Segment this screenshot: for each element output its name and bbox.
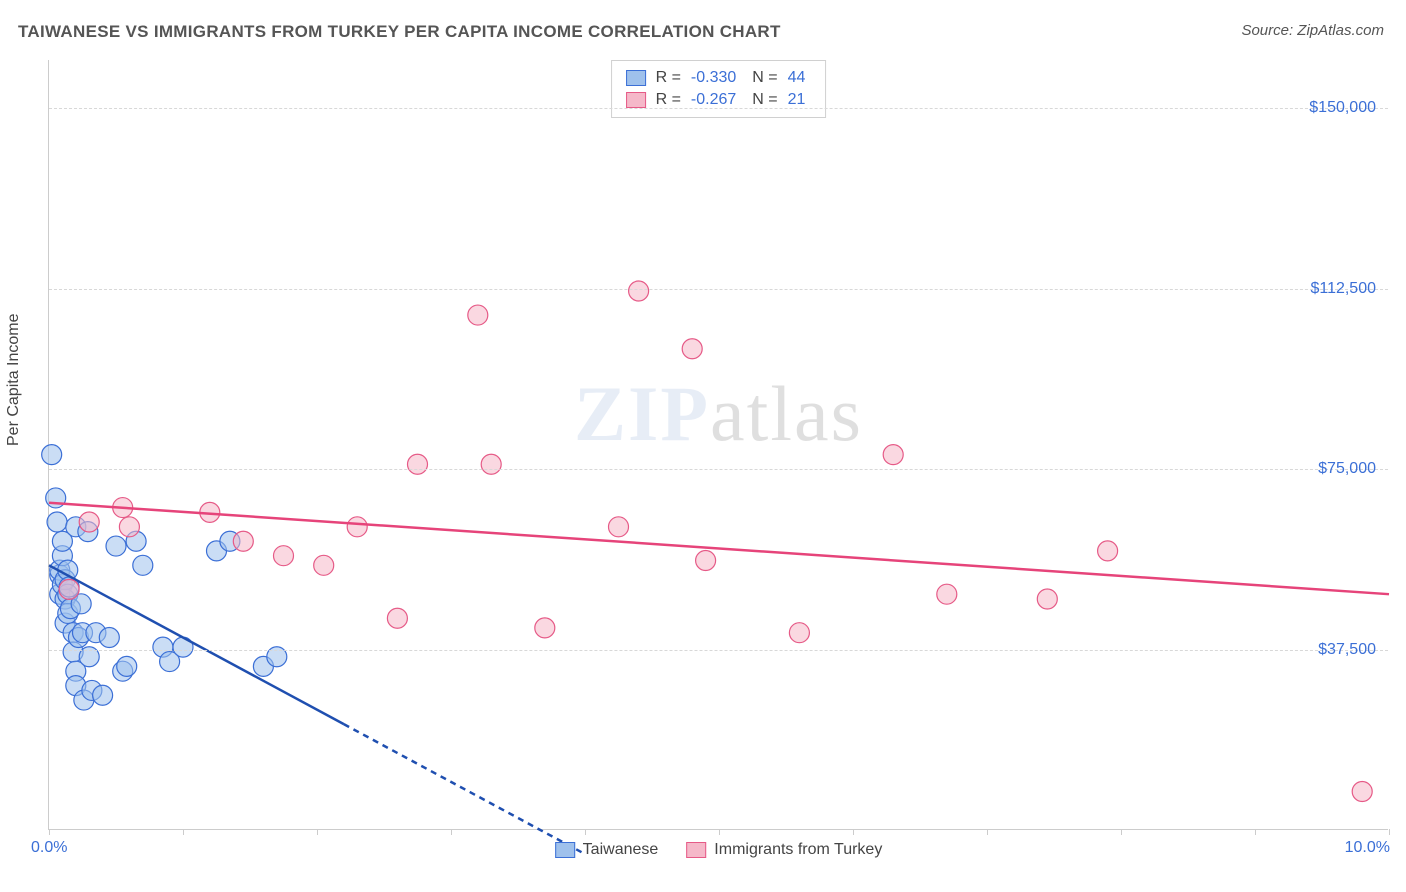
correlation-chart: TAIWANESE VS IMMIGRANTS FROM TURKEY PER … bbox=[0, 0, 1406, 892]
x-tick bbox=[317, 829, 318, 835]
x-tick bbox=[1255, 829, 1256, 835]
data-point bbox=[47, 512, 67, 532]
chart-title: TAIWANESE VS IMMIGRANTS FROM TURKEY PER … bbox=[18, 22, 781, 42]
legend-item: Taiwanese bbox=[555, 841, 659, 859]
y-tick-label: $112,500 bbox=[1310, 280, 1376, 298]
legend-label: Immigrants from Turkey bbox=[714, 841, 882, 859]
data-point bbox=[133, 555, 153, 575]
data-point bbox=[274, 546, 294, 566]
data-point bbox=[59, 579, 79, 599]
legend-item: Immigrants from Turkey bbox=[686, 841, 882, 859]
x-tick bbox=[183, 829, 184, 835]
x-tick bbox=[719, 829, 720, 835]
data-point bbox=[1037, 589, 1057, 609]
data-point bbox=[93, 685, 113, 705]
data-point bbox=[119, 517, 139, 537]
data-point bbox=[609, 517, 629, 537]
data-point bbox=[99, 628, 119, 648]
legend-swatch bbox=[686, 842, 706, 858]
data-point bbox=[408, 454, 428, 474]
chart-source: Source: ZipAtlas.com bbox=[1241, 22, 1384, 39]
x-axis-min-label: 0.0% bbox=[31, 839, 67, 857]
x-tick bbox=[853, 829, 854, 835]
data-point bbox=[481, 454, 501, 474]
plot-svg bbox=[49, 60, 1388, 829]
data-point bbox=[1098, 541, 1118, 561]
data-point bbox=[937, 584, 957, 604]
data-point bbox=[629, 281, 649, 301]
data-point bbox=[682, 339, 702, 359]
y-axis-title: Per Capita Income bbox=[5, 313, 23, 446]
x-tick bbox=[1121, 829, 1122, 835]
stats-swatch bbox=[626, 92, 646, 108]
data-point bbox=[1352, 782, 1372, 802]
gridline bbox=[49, 108, 1388, 109]
trend-line-dashed bbox=[344, 724, 585, 854]
data-point bbox=[233, 531, 253, 551]
data-point bbox=[79, 512, 99, 532]
data-point bbox=[314, 555, 334, 575]
gridline bbox=[49, 469, 1388, 470]
data-point bbox=[106, 536, 126, 556]
y-tick-label: $37,500 bbox=[1318, 641, 1376, 659]
y-tick-label: $75,000 bbox=[1318, 460, 1376, 478]
data-point bbox=[696, 551, 716, 571]
gridline bbox=[49, 650, 1388, 651]
data-point bbox=[42, 445, 62, 465]
x-tick bbox=[987, 829, 988, 835]
stats-row: R =-0.330N =44 bbox=[626, 67, 812, 89]
y-tick-label: $150,000 bbox=[1309, 99, 1376, 117]
bottom-legend: Taiwanese Immigrants from Turkey bbox=[555, 841, 883, 859]
data-point bbox=[883, 445, 903, 465]
plot-area: ZIPatlas R =-0.330N =44R =-0.267N =21 0.… bbox=[48, 60, 1388, 830]
data-point bbox=[117, 656, 137, 676]
x-axis-max-label: 10.0% bbox=[1345, 839, 1390, 857]
x-tick bbox=[451, 829, 452, 835]
legend-label: Taiwanese bbox=[583, 841, 659, 859]
x-tick bbox=[585, 829, 586, 835]
data-point bbox=[468, 305, 488, 325]
gridline bbox=[49, 289, 1388, 290]
stats-swatch bbox=[626, 70, 646, 86]
stats-box: R =-0.330N =44R =-0.267N =21 bbox=[611, 60, 827, 118]
data-point bbox=[387, 608, 407, 628]
x-tick bbox=[1389, 829, 1390, 835]
legend-swatch bbox=[555, 842, 575, 858]
x-tick bbox=[49, 829, 50, 835]
data-point bbox=[347, 517, 367, 537]
data-point bbox=[535, 618, 555, 638]
data-point bbox=[789, 623, 809, 643]
